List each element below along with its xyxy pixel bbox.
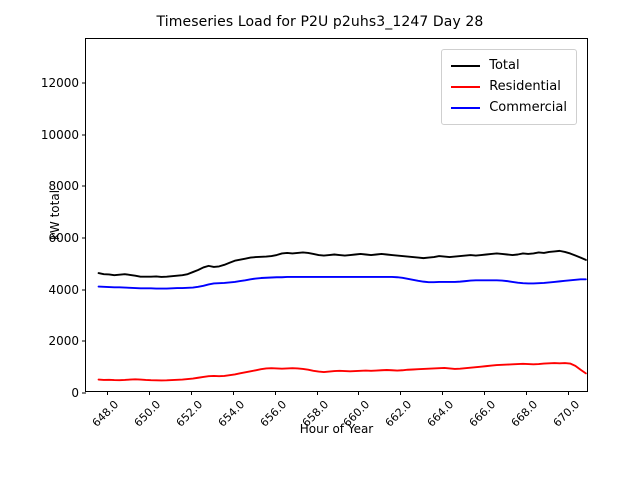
x-tick-mark xyxy=(400,391,402,395)
chart-title: Timeseries Load for P2U p2uhs3_1247 Day … xyxy=(156,14,484,30)
x-axis-label: Hour of Year xyxy=(299,422,374,436)
series-line-residential xyxy=(97,362,587,382)
x-tick-mark xyxy=(106,391,108,395)
y-tick-mark xyxy=(82,134,86,136)
y-tick-mark xyxy=(82,340,86,342)
legend-swatch-icon xyxy=(451,85,481,88)
y-tick-mark xyxy=(82,82,86,84)
y-tick-label: 2000 xyxy=(48,334,79,349)
legend-item-residential: Residential xyxy=(451,76,567,97)
y-tick-mark xyxy=(82,289,86,291)
x-tick-mark xyxy=(484,391,486,395)
legend-swatch-icon xyxy=(451,64,481,67)
y-tick-mark xyxy=(82,392,86,394)
y-tick-label: 4000 xyxy=(48,282,79,297)
x-tick-mark xyxy=(316,391,318,395)
legend-label: Residential xyxy=(489,79,561,94)
series-line-total xyxy=(97,249,587,278)
y-tick-label: 6000 xyxy=(48,230,79,245)
legend-swatch-icon xyxy=(451,106,481,109)
y-tick-mark xyxy=(82,185,86,187)
chart-legend: Total Residential Commercial xyxy=(441,49,577,125)
y-tick-label: 0 xyxy=(71,386,79,400)
x-tick-mark xyxy=(442,391,444,395)
x-tick-mark xyxy=(568,391,570,395)
x-tick-mark xyxy=(358,391,360,395)
plot-lines xyxy=(97,249,587,382)
plot-area: kW total 0 2000 4000 6000 8000 10000 12000 648… xyxy=(41,38,588,429)
y-tick-label: 12000 xyxy=(40,75,79,90)
y-tick-label: 8000 xyxy=(48,179,79,194)
x-tick-mark xyxy=(526,391,528,395)
x-tick-mark xyxy=(190,391,192,395)
y-tick-mark xyxy=(82,237,86,239)
legend-label: Total xyxy=(489,58,520,73)
legend-label: Commercial xyxy=(489,100,567,115)
legend-item-total: Total xyxy=(451,55,567,76)
x-tick-mark xyxy=(232,391,234,395)
legend-item-commercial: Commercial xyxy=(451,97,567,118)
x-tick-mark xyxy=(274,391,276,395)
y-tick-label: 10000 xyxy=(40,127,79,142)
series-line-commercial xyxy=(97,276,587,290)
x-tick-mark xyxy=(148,391,150,395)
